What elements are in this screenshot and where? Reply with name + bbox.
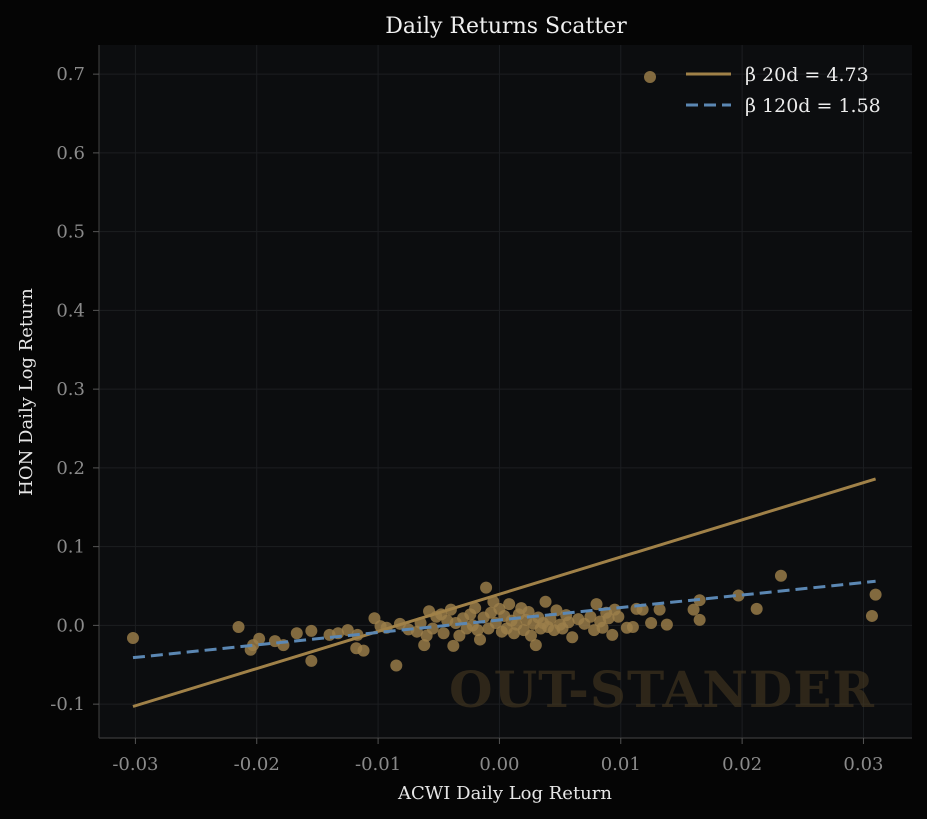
x-tick-label: -0.02: [234, 754, 280, 775]
scatter-point: [418, 639, 431, 652]
regression-line-beta-20d: [132, 477, 877, 708]
scatter-point: [687, 603, 700, 616]
scatter-point: [660, 618, 673, 631]
scatter-point: [437, 627, 450, 640]
axes: [98, 45, 912, 739]
watermark: OUT-STANDER: [449, 660, 875, 719]
scatter-point: [529, 639, 542, 652]
scatter-point: [653, 603, 666, 616]
scatter-point: [562, 616, 575, 629]
scatter-point: [865, 609, 878, 622]
scatter-point: [503, 598, 516, 611]
y-tick-label: 0.4: [56, 300, 85, 321]
scatter-point: [602, 612, 615, 625]
y-tick-label: -0.1: [50, 694, 85, 715]
scatter-point: [447, 639, 460, 652]
plot-area: [99, 45, 912, 738]
scatter-point: [524, 629, 537, 642]
scatter-point: [612, 610, 625, 623]
x-tick-label: 0.00: [479, 754, 519, 775]
scatter-point: [474, 633, 487, 646]
scatter-point: [290, 627, 303, 640]
scatter-point: [390, 659, 403, 672]
scatter-point: [693, 613, 706, 626]
x-tick-label: -0.03: [112, 754, 158, 775]
scatter-point: [584, 610, 597, 623]
scatter-point: [469, 602, 482, 615]
legend-label: β 20d = 4.73: [745, 64, 869, 86]
legend-marker-points: [644, 71, 656, 83]
x-tick-label: 0.03: [843, 754, 883, 775]
scatter-point: [606, 628, 619, 641]
y-tick-label: 0.2: [56, 458, 85, 479]
scatter-point: [232, 620, 245, 633]
legend-label: β 120d = 1.58: [745, 95, 881, 117]
scatter-point: [471, 624, 484, 637]
y-ticks: -0.1 0.0 0.1 0.2 0.3 0.4 0.5 0.6 0.7: [50, 64, 99, 715]
scatter-point: [590, 598, 603, 611]
y-tick-label: 0.0: [56, 615, 85, 636]
x-tick-label: 0.02: [722, 754, 762, 775]
x-tick-label: -0.01: [355, 754, 401, 775]
scatter-point: [357, 644, 370, 657]
scatter-point: [480, 581, 493, 594]
scatter-point: [774, 569, 787, 582]
scatter-point: [253, 632, 266, 645]
scatter-point: [539, 595, 552, 608]
scatter-point: [305, 654, 318, 667]
scatter-point: [732, 589, 745, 602]
x-tick-label: 0.01: [601, 754, 641, 775]
y-tick-label: 0.6: [56, 143, 85, 164]
y-tick-label: 0.3: [56, 379, 85, 400]
y-tick-label: 0.7: [56, 64, 85, 85]
scatter-point: [341, 624, 354, 637]
scatter-point: [305, 624, 318, 637]
scatter-point: [126, 631, 139, 644]
x-ticks: -0.03 -0.02 -0.01 0.00 0.01 0.02 0.03: [112, 738, 884, 775]
scatter-point: [645, 617, 658, 630]
scatter-point: [869, 588, 882, 601]
y-tick-label: 0.5: [56, 222, 85, 243]
scatter-point: [596, 621, 609, 634]
regression-line-beta-120d: [132, 579, 876, 660]
y-tick-label: 0.1: [56, 537, 85, 558]
legend: β 20d = 4.73 β 120d = 1.58: [644, 64, 881, 117]
regression-lines: [132, 477, 877, 708]
scatter-point: [522, 606, 535, 618]
chart-title: Daily Returns Scatter: [385, 14, 627, 39]
y-axis-title: HON Daily Log Return: [16, 288, 37, 496]
scatter-point: [626, 620, 639, 633]
scatter-point: [750, 602, 763, 615]
scatter-point: [426, 622, 439, 635]
scatter-point: [566, 631, 579, 644]
x-axis-title: ACWI Daily Log Return: [397, 783, 612, 804]
